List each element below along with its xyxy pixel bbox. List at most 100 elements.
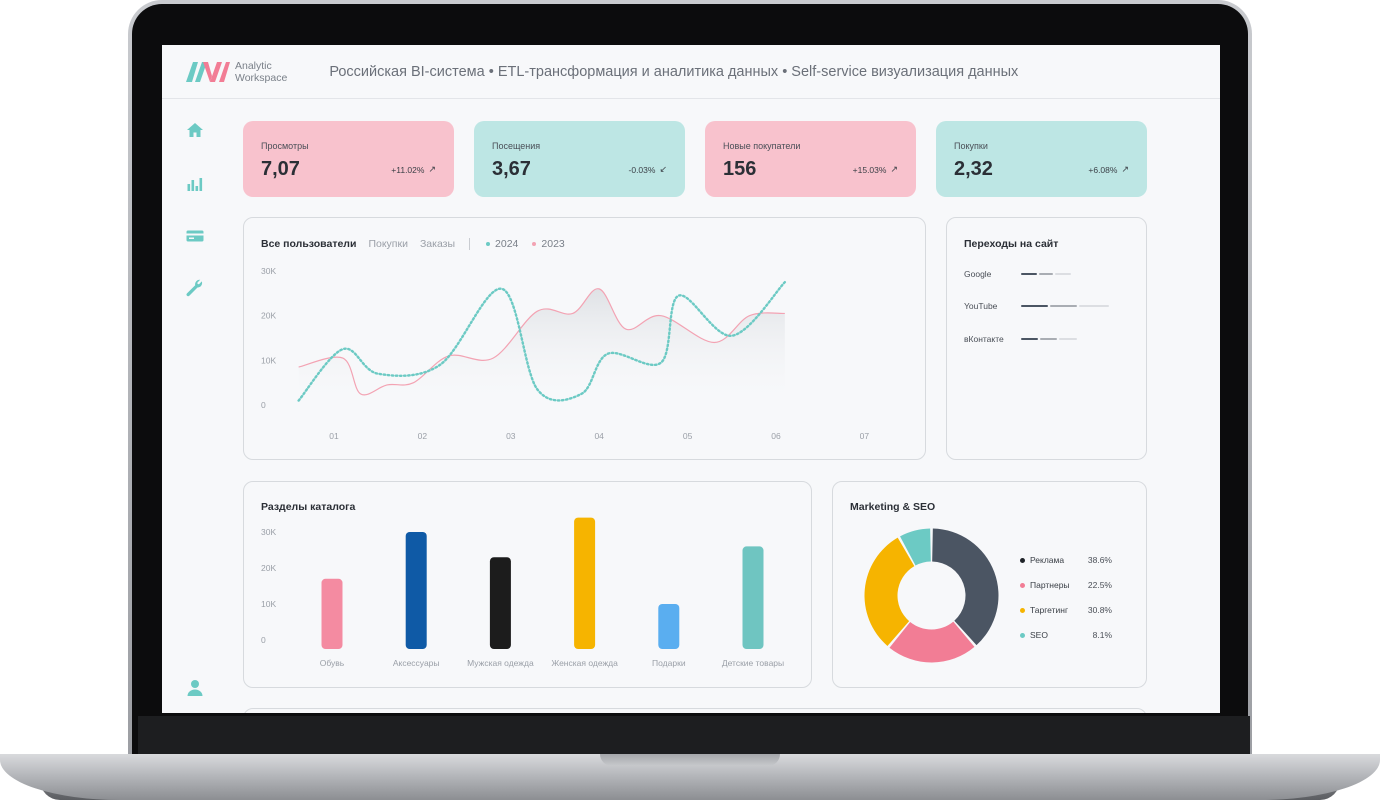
x-tick-label: Обувь — [320, 658, 345, 668]
traffic-row-vkontakte[interactable]: вКонтакте — [964, 334, 1079, 344]
x-tick-label: Детские товары — [722, 658, 784, 668]
trend-up-icon: ↗ — [428, 164, 436, 174]
traffic-row-youtube[interactable]: YouTube — [964, 301, 1111, 311]
x-tick-label: 06 — [771, 431, 781, 441]
trend-up-icon: ↗ — [890, 164, 898, 174]
home-icon[interactable] — [186, 121, 204, 139]
traffic-bar-segment — [1039, 273, 1053, 275]
x-tick-label: Мужская одежда — [467, 658, 534, 668]
legend-label: 2024 — [495, 238, 519, 250]
donut-slice[interactable] — [864, 537, 915, 646]
kpi-value: 3,67 — [492, 158, 531, 180]
card-icon[interactable] — [186, 227, 204, 245]
trend-up-icon: ↗ — [1121, 164, 1129, 174]
laptop-bezel: Analytic Workspace Российская BI-система… — [132, 4, 1250, 760]
kpi-card-new-customers[interactable]: Новые покупатели 156 +15.03% ↗ — [705, 121, 916, 197]
app-header: Analytic Workspace Российская BI-система… — [162, 45, 1220, 99]
legend-dot — [1020, 557, 1025, 563]
series-2023-line — [298, 288, 785, 396]
traffic-source-name: вКонтакте — [964, 334, 1004, 344]
bar[interactable] — [658, 604, 680, 649]
traffic-bar-segment — [1055, 273, 1071, 275]
legend-dot — [532, 242, 537, 246]
tab-orders[interactable]: Заказы — [419, 238, 456, 250]
donut-slice[interactable] — [932, 528, 999, 646]
y-tick-label: 10K — [261, 599, 276, 609]
wrench-icon[interactable] — [186, 279, 204, 297]
traffic-bar-segment — [1021, 338, 1038, 340]
y-tick-label: 30K — [261, 527, 276, 537]
pie-legend-seo[interactable]: SEO 8.1% — [1020, 630, 1112, 640]
kpi-label: Посещения — [492, 141, 541, 151]
legend-percent: 30.8% — [1087, 605, 1112, 615]
x-tick-label: 07 — [860, 431, 870, 441]
header-tagline: Российская BI-система • ETL-трансформаци… — [329, 63, 1019, 80]
legend-dot — [1020, 582, 1025, 588]
logo-text: Analytic Workspace — [235, 60, 287, 84]
users-chart-panel: Все пользователи Покупки Заказы 2024 202… — [243, 217, 926, 460]
laptop-lid: Analytic Workspace Российская BI-система… — [128, 0, 1252, 760]
kpi-card-purchases[interactable]: Покупки 2,32 +6.08% ↗ — [936, 121, 1147, 197]
kpi-label: Просмотры — [261, 141, 309, 151]
kpi-delta: -0.03% ↙ — [629, 164, 667, 175]
user-icon[interactable] — [186, 679, 204, 697]
kpi-delta-text: +15.03% — [852, 164, 887, 175]
traffic-title: Переходы на сайт — [964, 238, 1059, 250]
trend-down-icon: ↙ — [659, 164, 667, 174]
series-2023-area — [298, 288, 785, 405]
users-line-chart: 30K 20K 10K 0 01 02 03 04 05 06 07 — [261, 266, 870, 441]
bar[interactable] — [321, 578, 343, 649]
app-screen: Analytic Workspace Российская BI-система… — [162, 45, 1220, 713]
legend-2023[interactable]: 2023 — [532, 238, 565, 250]
legend-label: SEO — [1030, 630, 1048, 640]
bar[interactable] — [489, 557, 511, 649]
logo[interactable]: Analytic Workspace — [186, 60, 287, 84]
legend-percent: 38.6% — [1087, 555, 1112, 565]
legend-dot — [1020, 607, 1025, 613]
x-tick-label: 02 — [418, 431, 428, 441]
marketing-title: Marketing & SEO — [850, 501, 936, 513]
donut-slice[interactable] — [889, 621, 975, 663]
y-tick-label: 0 — [261, 635, 266, 645]
legend-2024[interactable]: 2024 — [486, 238, 518, 250]
bar[interactable] — [405, 532, 427, 649]
traffic-source-name: YouTube — [964, 301, 998, 311]
kpi-delta: +11.02% ↗ — [391, 164, 436, 175]
series-2024-line — [297, 280, 787, 402]
x-tick-label: 04 — [594, 431, 604, 441]
y-tick-label: 10K — [261, 355, 276, 365]
pie-legend-partners[interactable]: Партнеры 22.5% — [1020, 580, 1112, 590]
catalog-bar-chart: 30K 20K 10K 0 Обувь Аксессуары Мужская одежда Ж… — [261, 517, 784, 668]
x-tick-label: 01 — [329, 431, 339, 441]
marketing-panel: Marketing & SEO Реклама 38.6% Партнеры 22.… — [832, 481, 1147, 688]
donut-slice[interactable] — [900, 528, 931, 566]
tab-divider — [469, 238, 471, 250]
laptop-notch — [600, 754, 780, 766]
tab-purchases[interactable]: Покупки — [368, 238, 408, 250]
tab-all-users[interactable]: Все пользователи — [261, 238, 357, 250]
pie-legend-ads[interactable]: Реклама 38.6% — [1020, 555, 1112, 565]
logo-icon — [186, 61, 230, 82]
traffic-bar-segment — [1059, 338, 1077, 340]
x-tick-label: Женская одежда — [551, 658, 618, 668]
bar[interactable] — [574, 517, 596, 649]
bar[interactable] — [742, 546, 764, 649]
kpi-label: Покупки — [954, 141, 988, 151]
traffic-row-google[interactable]: Google — [964, 269, 1073, 279]
bar-chart-icon[interactable] — [186, 175, 204, 193]
traffic-panel: Переходы на сайт Google YouTube вКонтакт… — [946, 217, 1147, 460]
legend-label: 2023 — [541, 238, 565, 250]
pie-legend-targeting[interactable]: Таргетинг 30.8% — [1020, 605, 1112, 615]
catalog-title: Разделы каталога — [261, 501, 356, 513]
kpi-card-views[interactable]: Просмотры 7,07 +11.02% ↗ — [243, 121, 454, 197]
legend-label: Реклама — [1030, 555, 1065, 565]
kpi-label: Новые покупатели — [723, 141, 801, 151]
y-tick-label: 20K — [261, 563, 276, 573]
y-tick-label: 20K — [261, 311, 276, 321]
traffic-bar-segment — [1040, 338, 1057, 340]
traffic-bar-segment — [1050, 305, 1077, 307]
bottom-panel — [243, 708, 1147, 713]
logo-line-2: Workspace — [235, 71, 288, 84]
kpi-card-visits[interactable]: Посещения 3,67 -0.03% ↙ — [474, 121, 685, 197]
traffic-bar-segment — [1079, 305, 1109, 307]
